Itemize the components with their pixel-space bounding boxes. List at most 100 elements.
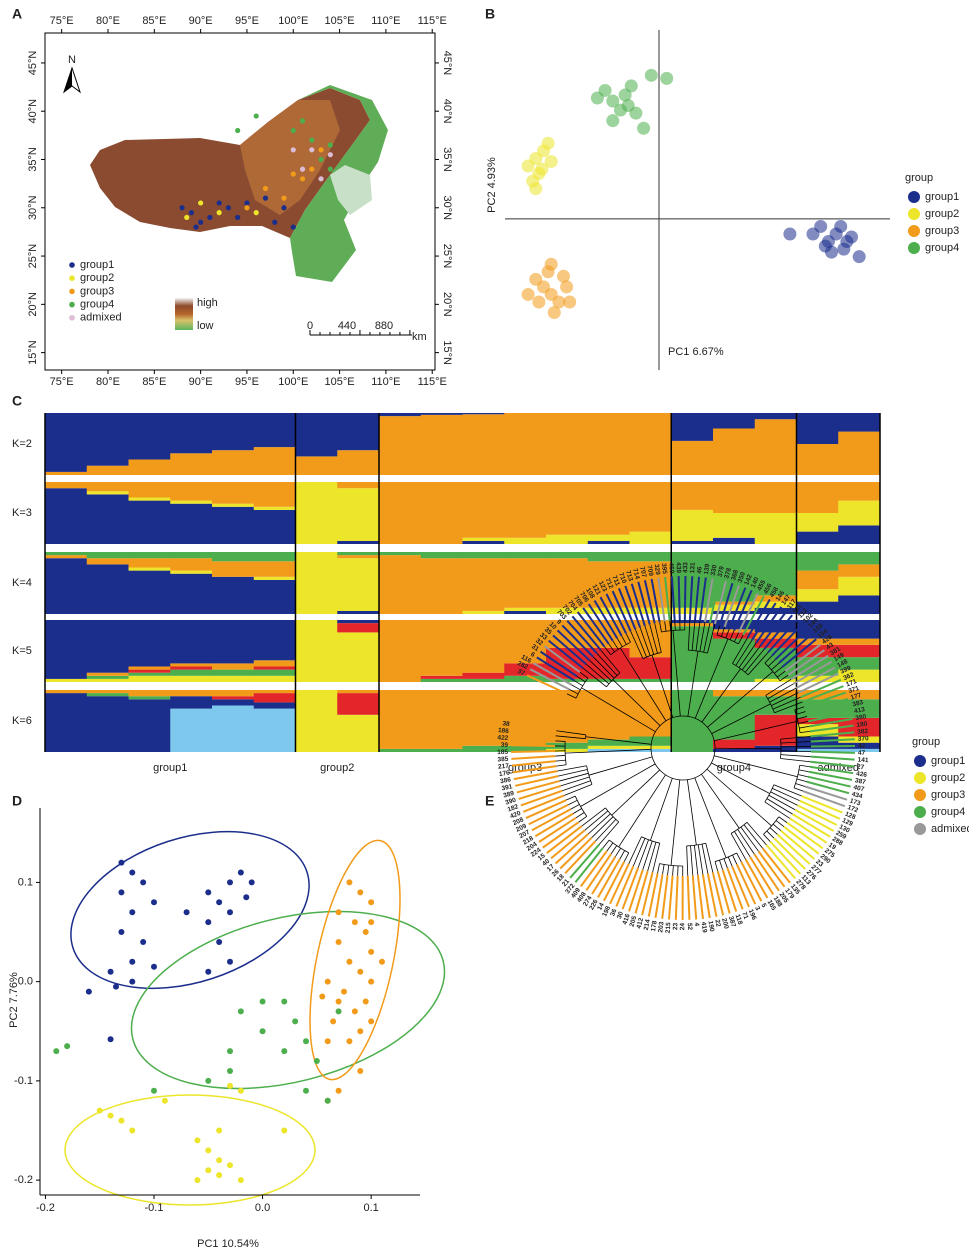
data-point — [64, 1043, 70, 1049]
ancestry-segment — [129, 482, 171, 498]
ancestry-segment — [797, 482, 839, 513]
data-point — [783, 228, 796, 241]
ancestry-segment — [170, 453, 212, 475]
tree-branch — [643, 841, 652, 869]
leaf-label: 186 — [498, 727, 510, 735]
data-point — [263, 196, 268, 201]
leaf-branch — [688, 876, 690, 920]
ancestry-segment — [588, 535, 630, 541]
x-tick-label: 0.0 — [255, 1202, 270, 1214]
ancestry-segment — [45, 488, 87, 544]
data-point — [238, 1088, 244, 1094]
data-point — [328, 167, 333, 172]
ancestry-segment — [379, 749, 421, 752]
ancestry-segment — [170, 413, 212, 453]
legend-label: group4 — [80, 299, 114, 311]
panel-label: C — [12, 393, 22, 409]
data-point — [129, 959, 135, 965]
ancestry-segment — [421, 749, 463, 752]
ancestry-segment — [337, 541, 379, 544]
leaf-label: 395 — [660, 563, 668, 575]
ancestry-segment — [337, 450, 379, 475]
data-point — [325, 979, 331, 985]
data-point — [363, 999, 369, 1005]
leaf-label: 42 — [858, 743, 866, 750]
data-point — [198, 200, 203, 205]
ancestry-segment — [212, 577, 254, 614]
ancestry-segment — [463, 620, 505, 673]
leaf-label: 419 — [700, 921, 708, 933]
data-point — [113, 984, 119, 990]
y-tick-label: 15°N — [27, 340, 39, 365]
leaf-branch — [767, 845, 796, 878]
figure: ABCDE75°E75°E80°E80°E85°E85°E90°E90°E95°… — [0, 0, 969, 1255]
y-tick-label: 0.0 — [18, 976, 33, 988]
data-point — [244, 205, 249, 210]
data-point — [97, 1108, 103, 1114]
ancestry-segment — [254, 693, 296, 702]
leaf-branch — [570, 845, 599, 878]
ancestry-segment — [45, 472, 87, 475]
data-point — [194, 1177, 200, 1183]
row-label: K=2 — [12, 438, 32, 450]
data-point — [606, 114, 619, 127]
tree-branch — [763, 834, 770, 841]
ancestry-segment — [87, 491, 129, 494]
ancestry-segment — [588, 740, 630, 746]
ancestry-segment — [797, 571, 839, 590]
data-point — [819, 240, 832, 253]
ancestry-segment — [838, 525, 880, 544]
ancestry-segment — [713, 513, 755, 538]
data-point — [216, 1172, 222, 1178]
ancestry-segment — [212, 507, 254, 544]
legend-label: group1 — [80, 259, 114, 271]
data-point — [227, 1162, 233, 1168]
ancestry-segment — [546, 482, 588, 535]
ancestry-segment — [129, 696, 171, 699]
tree-branch — [611, 846, 617, 854]
ancestry-segment — [296, 413, 338, 456]
ancestry-segment — [630, 532, 672, 544]
ancestry-segment — [45, 679, 87, 682]
tree-branch — [797, 779, 807, 782]
north-arrow — [64, 68, 80, 92]
row-label: K=4 — [12, 577, 32, 589]
ancestry-segment — [87, 564, 129, 614]
ancestry-segment — [129, 620, 171, 667]
leaf-branch — [565, 841, 595, 873]
legend-label: group3 — [80, 285, 114, 297]
tree-branch — [770, 828, 777, 835]
ancestry-segment — [129, 413, 171, 460]
data-point — [238, 1177, 244, 1183]
legend-marker — [69, 289, 75, 295]
ancestry-segment — [713, 538, 755, 544]
ancestry-segment — [254, 447, 296, 475]
leaf-label: 422 — [497, 734, 509, 742]
ancestry-segment — [212, 670, 254, 676]
group-label: group1 — [153, 762, 187, 774]
ancestry-segment — [755, 513, 797, 544]
data-point — [140, 939, 146, 945]
ancestry-segment — [838, 645, 880, 657]
leaf-branch — [662, 875, 667, 919]
ancestry-segment — [87, 676, 129, 679]
leaf-branch — [560, 838, 591, 869]
ancestry-segment — [129, 501, 171, 544]
data-point — [328, 152, 333, 157]
ancestry-segment — [45, 482, 87, 488]
ancestry-segment — [379, 482, 421, 544]
ancestry-segment — [671, 620, 713, 623]
data-point — [198, 220, 203, 225]
data-point — [180, 205, 185, 210]
x-tick-label: 100°E — [278, 15, 308, 27]
ancestry-segment — [504, 552, 546, 558]
x-tick-label: 0.1 — [363, 1202, 378, 1214]
ancestry-segment — [838, 552, 880, 564]
elevation-label: high — [197, 297, 218, 309]
ancestry-segment — [671, 510, 713, 541]
ancestry-segment — [129, 699, 171, 752]
ancestry-segment — [337, 488, 379, 541]
data-point — [352, 919, 358, 925]
ancestry-segment — [254, 482, 296, 507]
tree-branch — [781, 755, 811, 757]
